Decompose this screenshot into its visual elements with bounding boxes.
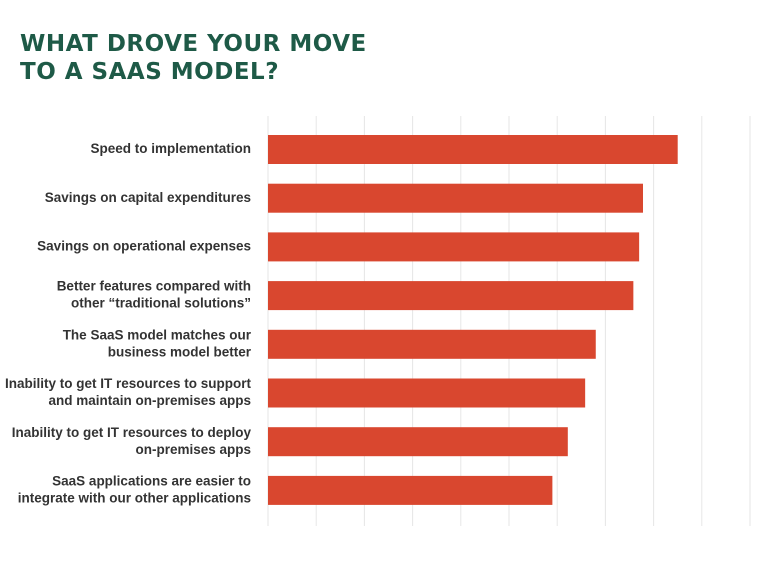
bar-6 [268, 378, 586, 408]
category-label-1: Speed to implementation [90, 141, 251, 156]
chart-title-line-2: TO A SAAS MODEL? [20, 59, 280, 85]
chart-title-line-1: WHAT DROVE YOUR MOVE [20, 31, 367, 57]
category-label-6: Inability to get IT resources to support… [5, 376, 252, 408]
category-label-4: Better features compared with other “trad… [57, 279, 251, 311]
category-label-line: Savings on operational expenses [37, 238, 251, 253]
bar-7 [268, 427, 568, 457]
category-label-line: Inability to get IT resources to deploy [12, 425, 252, 440]
category-label-line: Speed to implementation [90, 141, 251, 156]
chart-title: WHAT DROVE YOUR MOVE TO A SAAS MODEL? [20, 30, 367, 86]
category-label-line: and maintain on-premises apps [48, 393, 251, 408]
category-label-line: Better features compared with [57, 279, 251, 294]
category-label-8: SaaS applications are easier to integrate… [18, 473, 251, 505]
bar-1 [268, 135, 678, 164]
category-label-line: SaaS applications are easier to [52, 473, 251, 488]
category-label-line: business model better [108, 344, 252, 359]
bar-layer [268, 135, 678, 505]
label-layer: Speed to implementation Savings on capita… [5, 141, 252, 505]
bar-4 [268, 281, 634, 311]
category-label-2: Savings on capital expenditures [45, 190, 251, 205]
grid-layer [267, 116, 751, 526]
category-label-line: Inability to get IT resources to support [5, 376, 252, 391]
bar-2 [268, 183, 643, 213]
bar-8 [268, 475, 553, 505]
bar-3 [268, 232, 640, 262]
category-label-line: integrate with our other applications [18, 490, 251, 505]
category-label-7: Inability to get IT resources to deploy o… [12, 425, 252, 457]
category-label-line: on-premises apps [135, 442, 251, 457]
category-label-5: The SaaS model matches our business model… [63, 327, 252, 359]
category-label-line: other “traditional solutions” [71, 296, 251, 311]
bar-5 [268, 329, 596, 359]
category-label-line: Savings on capital expenditures [45, 190, 251, 205]
category-label-3: Savings on operational expenses [37, 238, 251, 253]
category-label-line: The SaaS model matches our [63, 327, 252, 342]
